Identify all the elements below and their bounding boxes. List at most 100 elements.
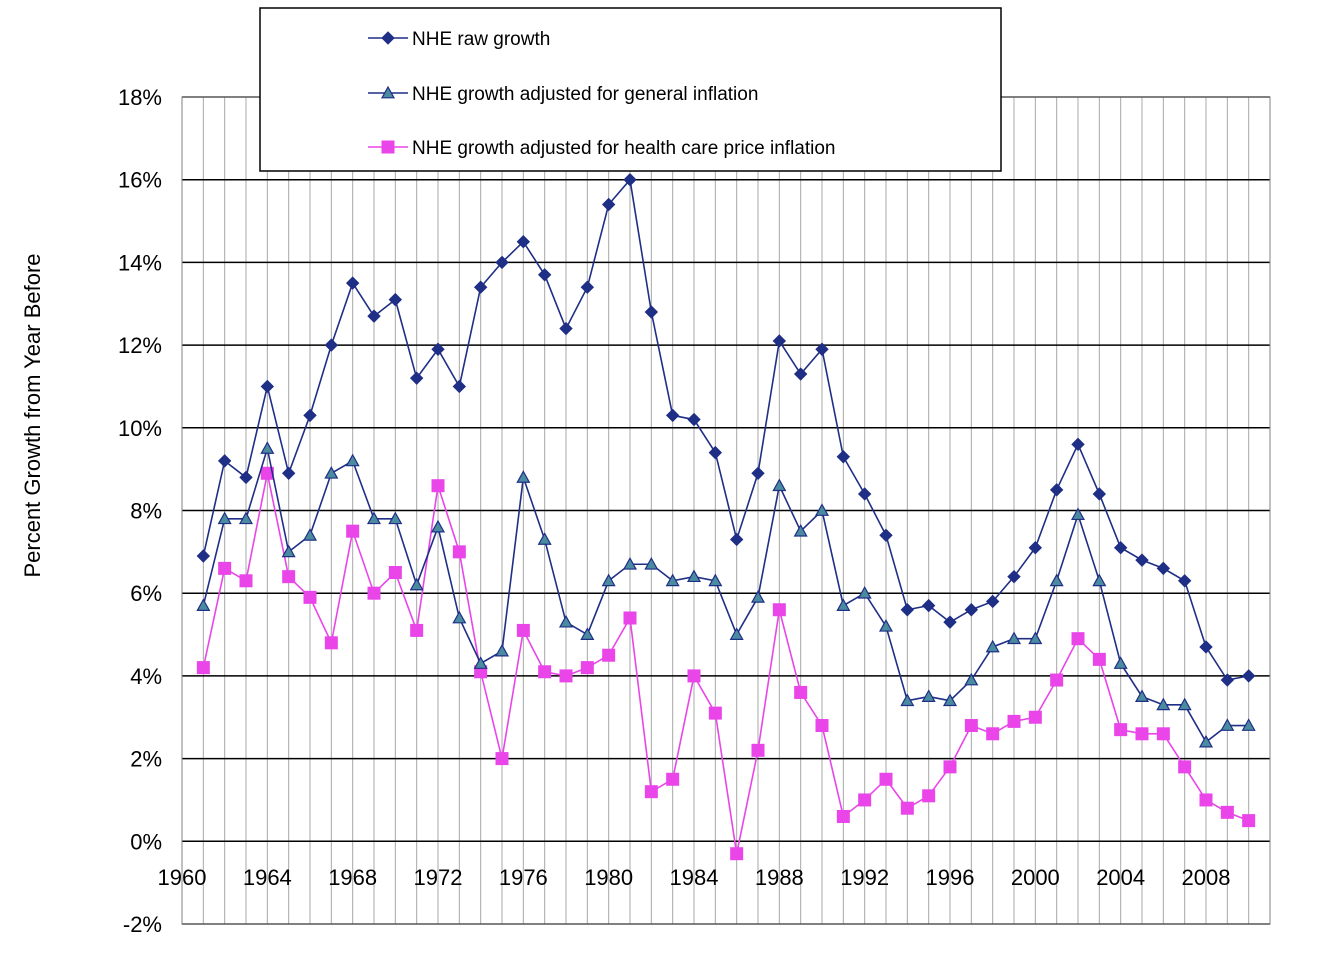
series-3-point <box>1220 805 1234 819</box>
series-1-point <box>1071 437 1085 452</box>
series-3-point <box>708 706 722 720</box>
series-3-point <box>964 719 978 733</box>
series-layer <box>196 172 1256 861</box>
series-1-point <box>836 450 851 464</box>
series-3-point <box>602 648 616 662</box>
series-3-point <box>196 661 210 675</box>
series-3-point <box>900 801 914 815</box>
series-3-point <box>815 719 829 733</box>
series-1-point <box>729 532 744 547</box>
series-3-point <box>687 669 701 683</box>
series-2-point <box>302 528 318 541</box>
series-1-point <box>495 255 509 270</box>
series-2-point <box>857 585 872 599</box>
series-3-point <box>986 727 1000 741</box>
series-1-point <box>1028 541 1043 555</box>
series-1-point <box>217 454 232 468</box>
y-tick-label: 8% <box>130 499 162 524</box>
y-tick-label: 4% <box>130 664 162 689</box>
y-tick-label: 6% <box>130 581 162 606</box>
series-3-point <box>922 789 936 803</box>
legend-label: NHE growth adjusted for health care pric… <box>412 138 836 159</box>
series-3-point <box>410 623 424 637</box>
series-1-point <box>260 379 275 394</box>
x-tick-label: 1972 <box>414 865 463 890</box>
series-3-point <box>367 586 381 600</box>
series-2-point <box>729 627 744 640</box>
x-tick-label: 1988 <box>755 865 804 890</box>
legend-label: NHE growth adjusted for general inflatio… <box>412 84 758 105</box>
series-2-point <box>516 470 531 483</box>
series-1-point <box>345 276 360 290</box>
series-2-point <box>878 619 894 632</box>
series-2-line <box>202 448 1249 744</box>
series-3-point <box>1092 652 1106 666</box>
series-3-point <box>730 847 744 861</box>
x-tick-label: 2000 <box>1011 865 1060 890</box>
series-1-point <box>537 268 552 282</box>
series-1-point <box>1049 483 1064 497</box>
series-1-point <box>793 367 808 381</box>
series-2-point <box>1134 689 1150 702</box>
series-1 <box>196 172 1256 687</box>
legend-swatch-marker <box>381 31 395 45</box>
series-1-point <box>409 371 424 385</box>
series-2-point <box>537 532 552 545</box>
series-3-point <box>794 685 808 699</box>
x-tick-label: 1996 <box>926 865 975 890</box>
series-1-point <box>196 549 211 563</box>
series-2-point <box>1113 656 1128 669</box>
y-tick-label: -2% <box>123 912 162 937</box>
series-2-point <box>1220 718 1235 731</box>
series-3-point <box>1178 760 1192 774</box>
series-3-point <box>538 665 552 679</box>
legend-swatch-marker <box>380 85 396 99</box>
series-2-point <box>452 610 467 624</box>
series-1-point <box>644 305 659 319</box>
series-1-point <box>1156 561 1171 576</box>
series-3-point <box>239 574 253 588</box>
y-tick-label: 2% <box>130 747 162 772</box>
series-2-point <box>1049 573 1064 587</box>
series-3-point <box>303 590 317 604</box>
series-3-point <box>431 479 445 493</box>
legend-swatch-marker <box>381 140 395 154</box>
series-2-point <box>644 557 659 570</box>
series-3-line <box>202 473 1249 854</box>
series-2-point <box>260 441 275 454</box>
series-3-point <box>260 466 274 480</box>
series-1-point <box>239 470 253 485</box>
series-1-point <box>687 412 701 427</box>
series-1-point <box>1220 673 1235 687</box>
series-3-point <box>346 524 360 538</box>
series-2-point <box>196 598 211 612</box>
series-2-point <box>430 519 446 533</box>
series-2-point <box>473 656 488 669</box>
series-1-point <box>985 594 1000 609</box>
series-2-point <box>1006 631 1022 645</box>
x-axis-tick-labels: 1960 1964 1968 1972 1976 1980 1984 1988 1992 1996… <box>158 865 1231 890</box>
y-tick-label: 0% <box>130 829 162 854</box>
series-3-point <box>324 636 338 650</box>
series-2 <box>196 441 1256 748</box>
legend-item-1: NHE raw growth <box>368 29 550 50</box>
series-1-point <box>367 309 381 323</box>
y-tick-label: 16% <box>118 168 162 193</box>
series-2-point <box>345 453 360 467</box>
series-1-point <box>665 408 680 423</box>
series-3-point <box>1007 714 1021 728</box>
x-tick-label: 1968 <box>328 865 377 890</box>
series-1-point <box>1092 487 1107 501</box>
series-2-point <box>772 478 787 492</box>
series-1-point <box>921 598 936 613</box>
series-3-point <box>836 809 850 823</box>
series-1-point <box>879 528 893 543</box>
y-tick-label: 18% <box>118 85 162 110</box>
y-tick-label: 12% <box>118 333 162 358</box>
series-3-point <box>666 772 680 786</box>
series-3-point <box>751 743 765 757</box>
series-2-point <box>558 614 574 628</box>
x-tick-label: 2008 <box>1182 865 1231 890</box>
x-tick-label: 1960 <box>158 865 207 890</box>
